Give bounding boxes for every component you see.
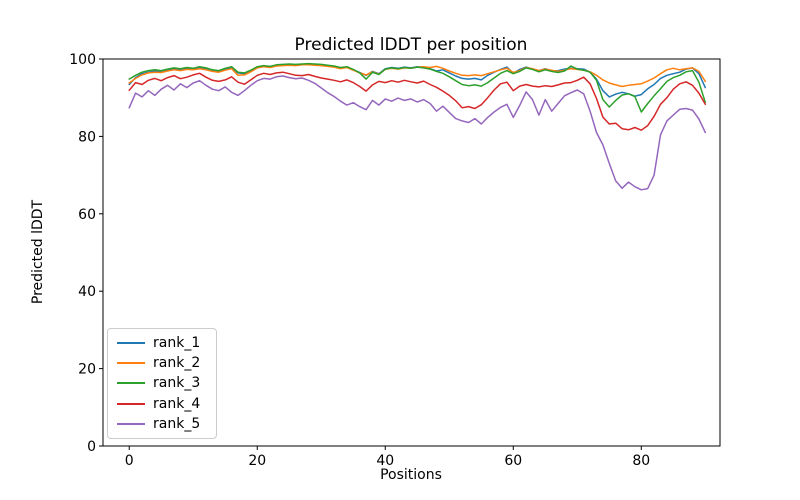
legend-item: rank_1 bbox=[108, 334, 216, 352]
y-tick-label: 60 bbox=[78, 207, 96, 223]
x-tick-label: 60 bbox=[504, 453, 522, 469]
line-rank_3 bbox=[128, 62, 707, 113]
legend-line-icon bbox=[117, 382, 145, 385]
legend-item-label: rank_3 bbox=[153, 375, 201, 392]
x-tick-label: 40 bbox=[376, 453, 394, 469]
x-tick-label: 0 bbox=[125, 453, 134, 469]
x-axis-label: Positions bbox=[380, 467, 442, 483]
line-rank_5 bbox=[128, 75, 707, 191]
legend-item-label: rank_2 bbox=[153, 355, 201, 372]
legend-item: rank_4 bbox=[108, 395, 216, 413]
legend-line-icon bbox=[117, 422, 145, 425]
legend-item: rank_5 bbox=[108, 415, 216, 433]
legend-item-label: rank_4 bbox=[153, 395, 201, 412]
legend: rank_1 rank_2 rank_3 rank_4 rank_5 bbox=[107, 328, 217, 439]
x-tick-label: 20 bbox=[248, 453, 266, 469]
y-tick-label: 100 bbox=[69, 52, 96, 68]
y-tick-label: 0 bbox=[87, 439, 96, 455]
line-rank_4 bbox=[128, 71, 707, 131]
legend-line-icon bbox=[117, 362, 145, 365]
axis-ticks: 0 20 40 60 80 0 20 40 60 80 100 bbox=[69, 52, 650, 469]
legend-item-label: rank_1 bbox=[153, 335, 201, 352]
series-lines bbox=[128, 62, 707, 191]
x-tick-label: 80 bbox=[632, 453, 650, 469]
legend-item: rank_3 bbox=[108, 374, 216, 392]
legend-line-icon bbox=[117, 402, 145, 405]
y-tick-label: 40 bbox=[78, 284, 96, 300]
y-axis-label: Predicted lDDT bbox=[30, 199, 46, 304]
legend-item-label: rank_5 bbox=[153, 415, 201, 432]
legend-line-icon bbox=[117, 342, 145, 345]
y-tick-label: 20 bbox=[78, 362, 96, 378]
legend-item: rank_2 bbox=[108, 354, 216, 372]
chart-title: Predicted lDDT per position bbox=[295, 35, 528, 55]
y-tick-label: 80 bbox=[78, 129, 96, 145]
